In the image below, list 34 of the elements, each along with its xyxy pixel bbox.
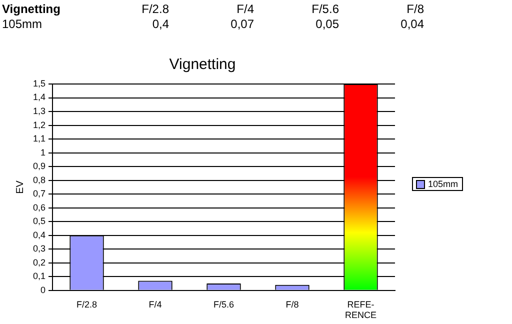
y-tick-label: 0,7 [32,188,46,199]
y-tick-label: 0,2 [32,257,46,268]
y-tick-label: 1,5 [32,78,46,88]
y-tick-label: 0,5 [32,216,46,226]
y-axis-title: EV [14,180,26,194]
y-tick-label: 1,3 [32,106,46,116]
x-tick-label: F/2.8 [76,299,98,310]
y-tick-label: 1,2 [32,120,46,130]
x-tick-label: F/4 [148,299,162,310]
y-tick-label: 0,1 [32,271,46,282]
chart-title: Vignetting [169,56,236,74]
text: 0,07 [230,16,254,31]
category-label: F/2.8 [142,2,169,16]
category-label: F/5.6 [312,2,339,16]
y-tick-label: 0,9 [32,161,46,172]
category-label: F/4 [236,2,254,16]
y-tick-label: 1,1 [32,134,46,144]
y-tick-label: 1 [40,147,46,158]
text: 0,05 [314,16,339,31]
y-tick-label: 0,4 [32,230,46,240]
y-tick-label: 0,6 [32,202,46,212]
x-tick-label: F/8 [286,299,299,310]
text: 0,04 [400,16,424,31]
y-tick-label: 0,8 [32,174,46,185]
y-tick-label: 0 [40,284,46,295]
chart-title: Vignetting [2,2,60,16]
text: 105mm [2,16,42,30]
text: 0,4 [151,16,169,31]
category-label: F/8 [406,2,424,16]
y-tick-label: 1,4 [32,92,46,102]
y-tick-label: 0,3 [32,244,46,254]
legend-label: 105mm [428,179,458,189]
x-tick-label: F/5.6 [214,299,234,310]
x-tick-label: REFE-RENCE [344,299,377,320]
